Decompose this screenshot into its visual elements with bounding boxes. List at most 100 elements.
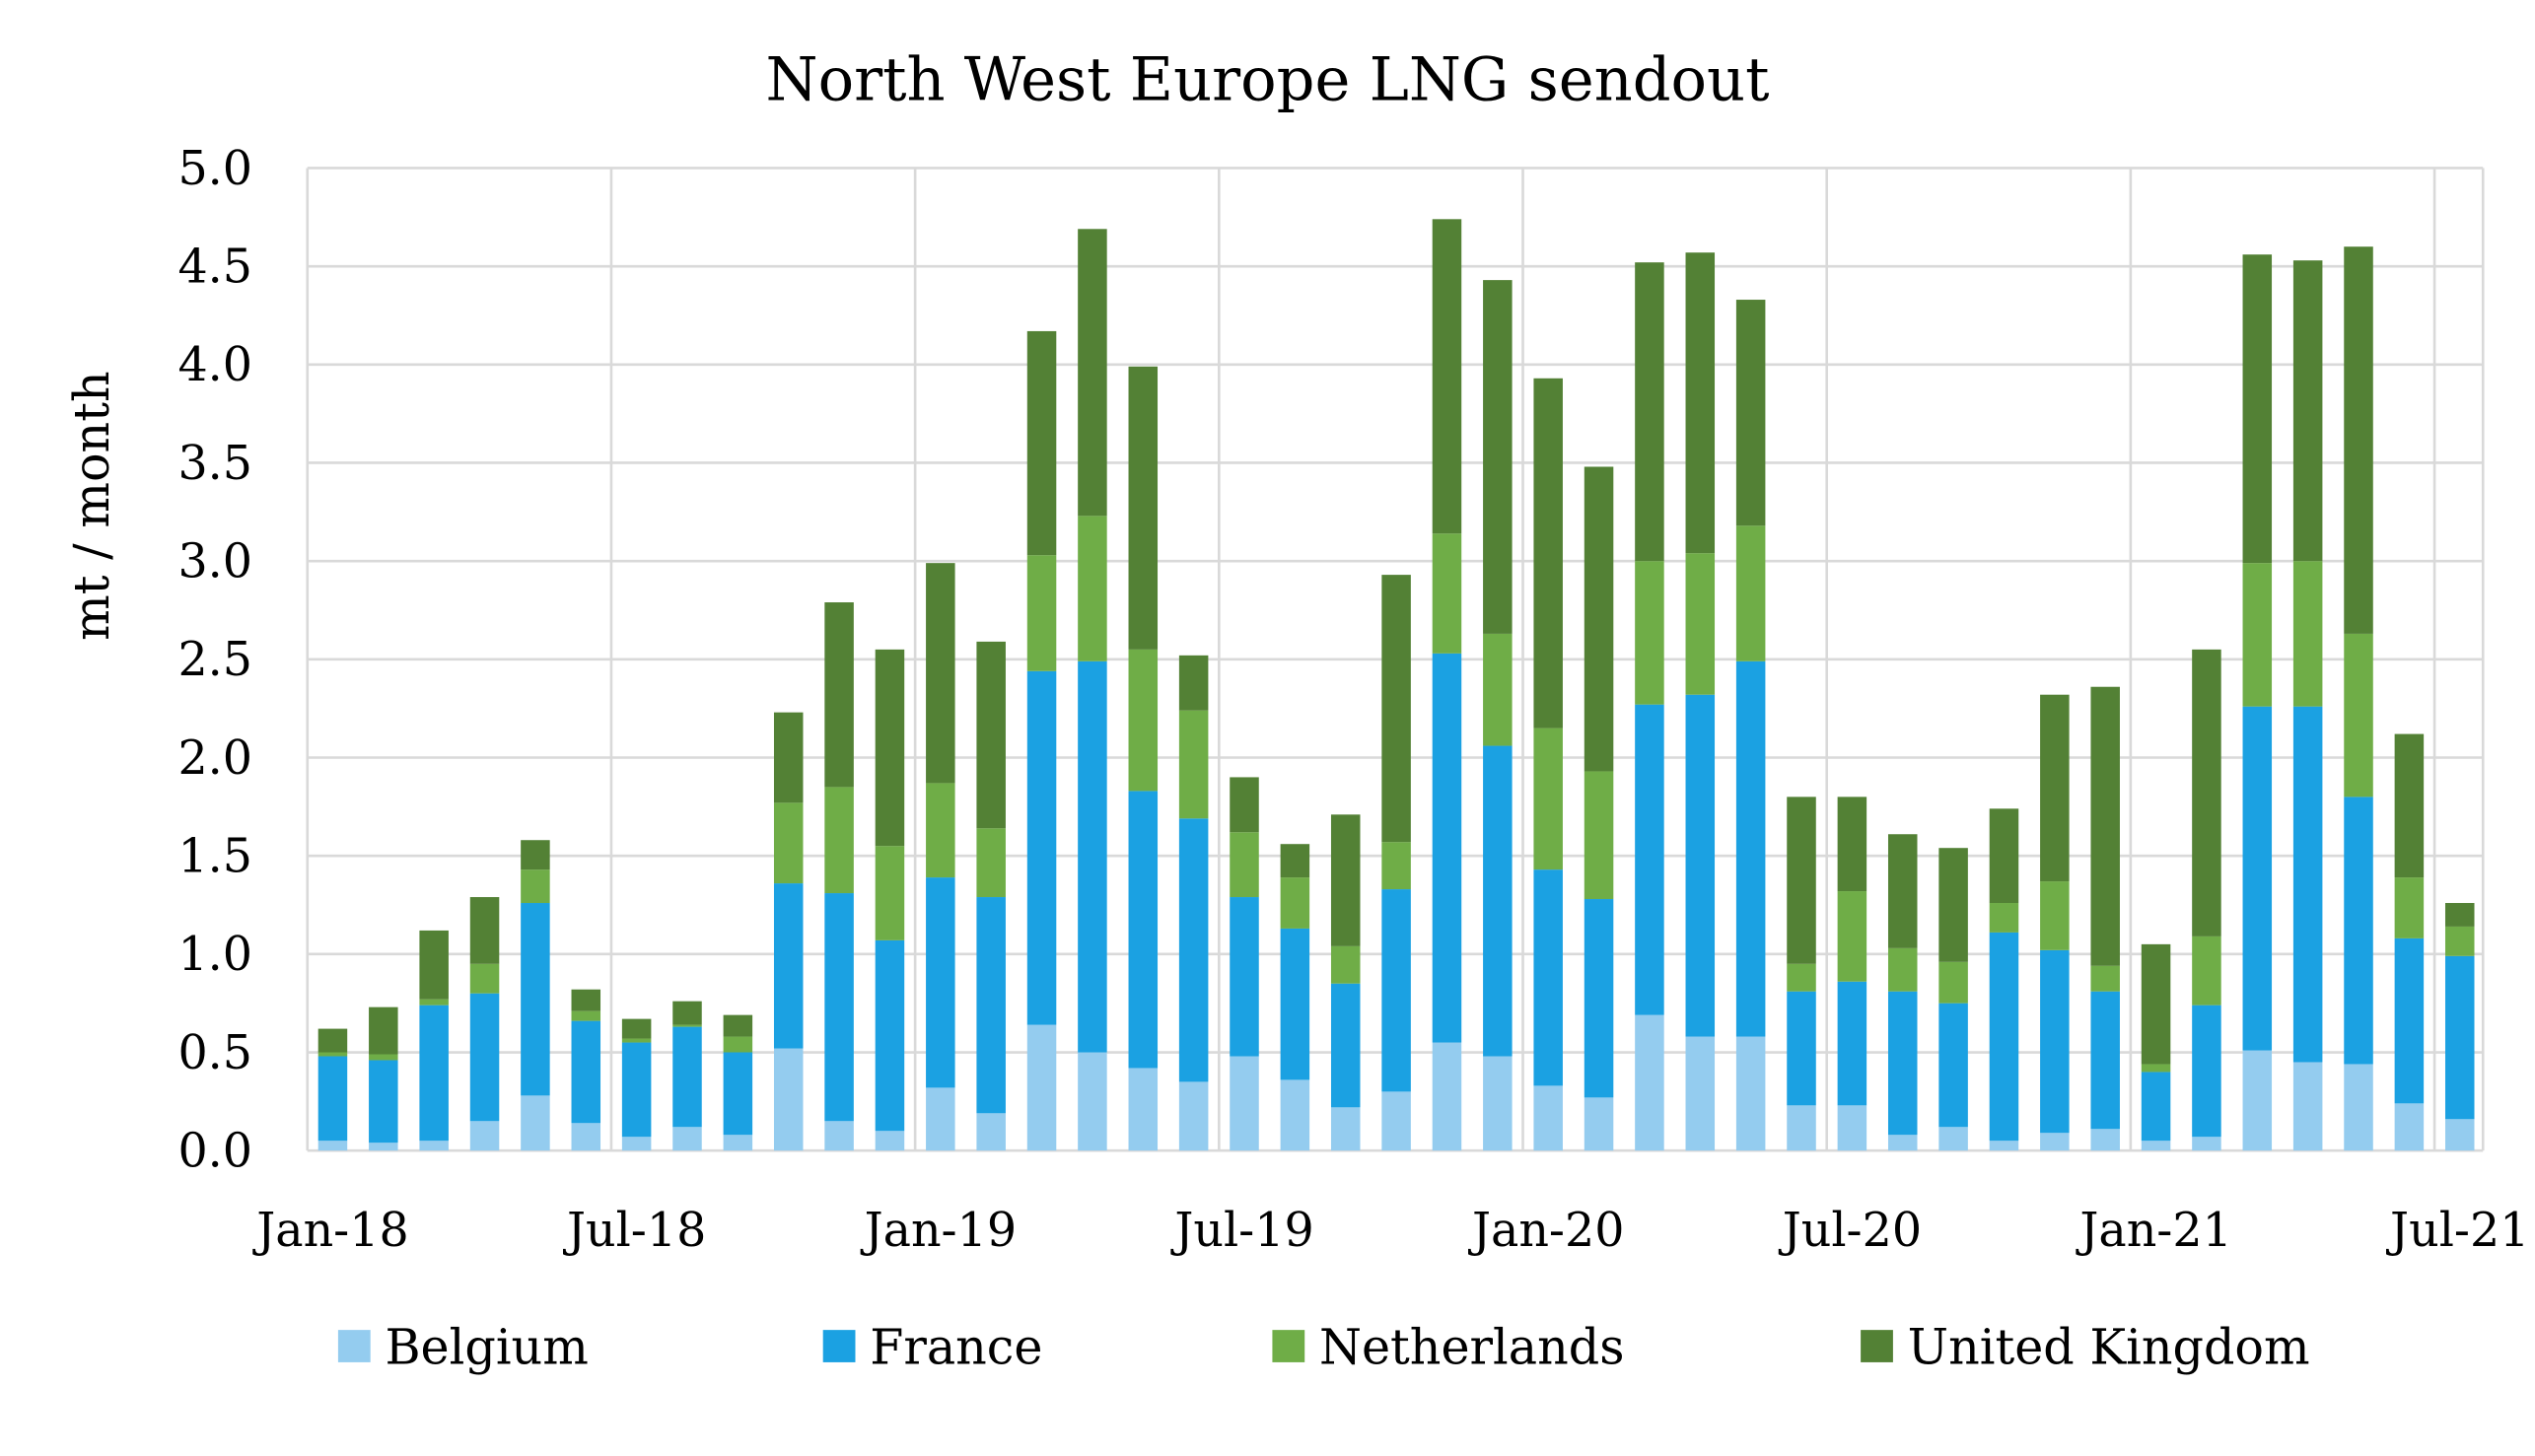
bar-belgium	[824, 1121, 854, 1151]
bar-belgium	[2344, 1064, 2373, 1151]
bar-netherlands	[1635, 561, 1664, 705]
bar-belgium	[2090, 1129, 2120, 1151]
bar-united-kingdom	[2292, 260, 2323, 562]
bar-belgium	[1533, 1085, 1563, 1151]
bar-netherlands	[1078, 516, 1107, 661]
bar-belgium	[1078, 1052, 1107, 1151]
bar-belgium	[875, 1131, 905, 1151]
bar-belgium	[1178, 1081, 1209, 1151]
bar-belgium	[521, 1095, 550, 1151]
bar-belgium	[1483, 1056, 1513, 1151]
bar-united-kingdom	[1938, 848, 1968, 962]
x-tick-label: Jul-19	[1170, 1204, 1313, 1258]
bar-france	[1128, 791, 1159, 1069]
bar-belgium	[1735, 1036, 1766, 1151]
bar-united-kingdom	[1230, 777, 1259, 833]
bar-netherlands	[2040, 881, 2070, 950]
bar-united-kingdom	[2444, 903, 2475, 927]
bar-france	[1280, 928, 1310, 1080]
bar-united-kingdom	[2040, 694, 2070, 882]
bar-netherlands	[2344, 633, 2373, 797]
bar-netherlands	[1026, 555, 1057, 671]
bar-netherlands	[2141, 1064, 2171, 1073]
bar-belgium	[2394, 1103, 2425, 1151]
bar-united-kingdom	[1078, 229, 1107, 517]
bar-france	[1381, 889, 1411, 1092]
bar-france	[1230, 897, 1259, 1057]
bar-netherlands	[1330, 945, 1361, 984]
x-tick-labels: Jan-18 Jul-18 Jan-19 Jul-19 Jan-20 Jul-20 Jan-…	[252, 1204, 2529, 1258]
bar-united-kingdom	[2394, 733, 2425, 878]
bar-netherlands	[2444, 926, 2475, 956]
bar-france	[1533, 869, 1563, 1086]
bar-netherlands	[1483, 633, 1513, 746]
bar-belgium	[1584, 1097, 1614, 1151]
bar-netherlands	[1787, 963, 1816, 992]
bar-netherlands	[1938, 961, 1968, 1004]
bar-belgium	[419, 1141, 449, 1151]
x-tick-label: Jul-20	[1779, 1204, 1922, 1258]
bar-belgium	[1685, 1036, 1716, 1151]
bar-belgium	[1381, 1091, 1411, 1151]
bar-france	[723, 1052, 753, 1136]
bar-united-kingdom	[1989, 808, 2019, 904]
bar-netherlands	[1837, 891, 1867, 982]
legend-label: France	[870, 1319, 1042, 1376]
bar-france	[317, 1056, 348, 1142]
y-tick-label: 2.0	[177, 731, 252, 786]
bar-belgium	[1230, 1056, 1259, 1151]
bar-belgium	[621, 1137, 652, 1151]
bar-belgium	[1026, 1024, 1057, 1151]
x-tick-label: Jan-20	[1468, 1204, 1625, 1258]
legend-label: Netherlands	[1319, 1319, 1624, 1376]
bar-united-kingdom	[2192, 649, 2221, 936]
bar-france	[1483, 745, 1513, 1057]
bar-united-kingdom	[621, 1018, 652, 1039]
bar-netherlands	[2394, 877, 2425, 938]
y-tick-label: 4.0	[177, 338, 252, 392]
bar-united-kingdom	[1330, 814, 1361, 946]
bar-france	[2040, 949, 2070, 1134]
bar-united-kingdom	[369, 1006, 398, 1055]
bar-france	[1078, 660, 1107, 1053]
bar-france	[1735, 660, 1766, 1037]
bar-france	[2292, 706, 2323, 1063]
bar-france	[2242, 706, 2273, 1051]
bar-netherlands	[1735, 525, 1766, 661]
y-tick-labels: 0.0 0.5 1.0 1.5 2.0 2.5 3.0 3.5 4.0 4.5 5.0	[177, 142, 252, 1179]
bar-united-kingdom	[976, 641, 1006, 829]
bar-netherlands	[1887, 947, 1918, 992]
bar-belgium	[1635, 1014, 1664, 1151]
bar-netherlands	[1584, 771, 1614, 900]
bar-france	[369, 1060, 398, 1144]
bar-united-kingdom	[2141, 943, 2171, 1065]
bar-netherlands	[1230, 832, 1259, 898]
bar-netherlands	[2292, 561, 2323, 707]
bar-united-kingdom	[875, 649, 905, 847]
bar-france	[773, 883, 804, 1049]
bar-france	[1635, 704, 1664, 1015]
x-tick-label: Jan-19	[861, 1204, 1018, 1258]
bar-united-kingdom	[1280, 844, 1310, 878]
y-tick-label: 1.5	[177, 830, 252, 884]
bar-united-kingdom	[773, 712, 804, 803]
bar-france	[521, 903, 550, 1096]
bar-netherlands	[1685, 553, 1716, 695]
bar-belgium	[2444, 1119, 2475, 1151]
bar-united-kingdom	[1128, 366, 1159, 650]
bar-netherlands	[521, 869, 550, 904]
bar-netherlands	[1178, 710, 1209, 819]
bar-united-kingdom	[419, 930, 449, 1000]
y-tick-label: 0.5	[177, 1026, 252, 1080]
bar-netherlands	[773, 802, 804, 884]
x-tick-label: Jul-18	[563, 1204, 706, 1258]
bar-belgium	[1432, 1042, 1462, 1151]
bar-france	[469, 993, 500, 1122]
legend-label: United Kingdom	[1908, 1319, 2310, 1376]
bar-united-kingdom	[1837, 797, 1867, 892]
bar-united-kingdom	[1026, 330, 1057, 556]
bar-netherlands	[1533, 728, 1563, 870]
bar-france	[2394, 937, 2425, 1104]
bar-united-kingdom	[2344, 246, 2373, 634]
chart-title: North West Europe LNG sendout	[766, 46, 1770, 115]
